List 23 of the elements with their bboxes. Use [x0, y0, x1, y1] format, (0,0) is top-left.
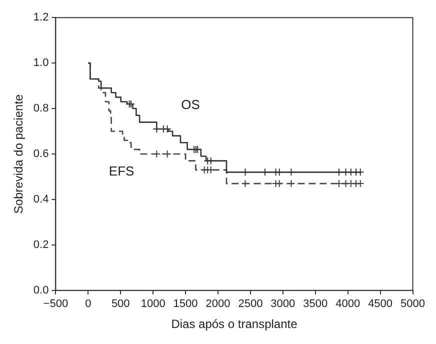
x-tick-label: 1000: [140, 298, 166, 310]
x-tick-label: −500: [43, 298, 68, 310]
y-tick-label: 0.8: [33, 102, 49, 115]
x-tick-label: 2500: [238, 298, 263, 310]
x-tick-label: 4500: [368, 298, 393, 310]
y-axis-title: Sobrevida do paciente: [12, 94, 26, 214]
x-tick-label: 500: [111, 298, 130, 310]
series-label: EFS: [108, 164, 135, 179]
x-tick-label: 5000: [400, 298, 426, 310]
x-tick-label: 4000: [336, 298, 360, 310]
x-axis-title: Dias após o transplante: [171, 317, 298, 332]
x-tick-label: 0: [85, 298, 92, 310]
y-tick-label: 1.0: [33, 57, 49, 70]
y-tick-label: 0.6: [33, 148, 49, 160]
x-tick-label: 3000: [270, 298, 296, 310]
y-tick-label: 0.2: [33, 238, 49, 251]
x-tick-label: 1500: [173, 298, 198, 310]
y-tick-label: 1.2: [33, 12, 49, 24]
x-tick-label: 3500: [303, 298, 328, 310]
y-tick-label: 0.0: [33, 284, 49, 296]
series-label: OS: [181, 96, 200, 112]
y-tick-label: 0.4: [33, 194, 49, 206]
x-tick-label: 2000: [206, 298, 230, 310]
